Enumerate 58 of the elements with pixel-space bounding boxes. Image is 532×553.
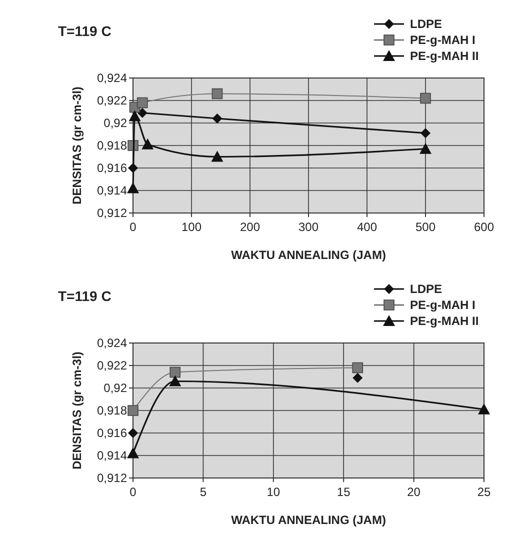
point — [136, 97, 148, 108]
y-tick-label: 0,922 — [96, 94, 128, 108]
x-tick-label: 5 — [200, 485, 207, 499]
x-tick-label: 0 — [130, 220, 137, 234]
x-tick-label: 600 — [474, 220, 494, 234]
legend-label: PE-g-MAH II — [410, 49, 479, 64]
y-tick-label: 0,924 — [96, 71, 128, 86]
legend-label: PE-g-MAH I — [410, 33, 476, 48]
x-tick-label: 10 — [266, 485, 280, 499]
x-axis-title: WAKTU ANNEALING (JAM) — [231, 248, 386, 262]
chart-title: T=119 C — [58, 23, 112, 39]
point — [137, 108, 148, 118]
point — [420, 142, 432, 154]
y-tick-label: 0,924 — [96, 336, 128, 350]
point — [212, 114, 222, 124]
y-tick-label: 0,916 — [96, 426, 128, 440]
x-tick-label: 500 — [415, 220, 436, 234]
y-tick-label: 0,922 — [96, 358, 128, 373]
y-tick-label: 0,92 — [104, 381, 128, 396]
x-tick-label: 100 — [181, 220, 202, 234]
point — [420, 128, 430, 138]
y-tick-label: 0,912 — [96, 206, 128, 220]
point — [352, 372, 363, 383]
x-tick-label: 15 — [336, 485, 351, 499]
x-tick-label: 400 — [356, 220, 378, 234]
point — [127, 182, 139, 194]
x-tick-label: 20 — [407, 485, 421, 499]
point — [142, 138, 154, 150]
point — [212, 88, 223, 100]
x-tick-label: 200 — [240, 220, 260, 234]
legend-label: LDPE — [410, 17, 442, 32]
y-tick-label: 0,916 — [96, 161, 128, 176]
point — [128, 110, 141, 122]
point — [169, 375, 182, 386]
y-axis-title: DENSITAS (gr cm-3l) — [70, 86, 84, 204]
point — [352, 362, 364, 374]
x-tick-label: 0 — [130, 485, 137, 499]
y-tick-label: 0,92 — [104, 116, 128, 130]
point — [170, 366, 181, 378]
y-tick-label: 0,914 — [96, 448, 128, 463]
point — [127, 447, 139, 458]
y-tick-label: 0,912 — [96, 471, 128, 486]
legend-label: PE-g-MAH II — [410, 314, 479, 328]
y-tick-label: 0,914 — [96, 184, 128, 198]
y-axis-title: DENSITAS (gr cm-3l) — [70, 352, 84, 470]
point — [211, 150, 224, 162]
point — [128, 405, 138, 416]
y-tick-label: 0,918 — [96, 138, 128, 153]
x-axis-title: WAKTU ANNEALING (JAM) — [231, 513, 386, 527]
legend-label: LDPE — [410, 282, 442, 296]
x-tick-label: 25 — [477, 485, 491, 499]
point — [478, 403, 490, 414]
y-tick-label: 0,918 — [96, 404, 128, 418]
legend-label: PE-g-MAH I — [410, 298, 476, 312]
x-tick-label: 300 — [298, 220, 319, 234]
point — [128, 428, 138, 438]
chart-title: T=119 C — [58, 288, 112, 304]
point — [420, 92, 431, 104]
